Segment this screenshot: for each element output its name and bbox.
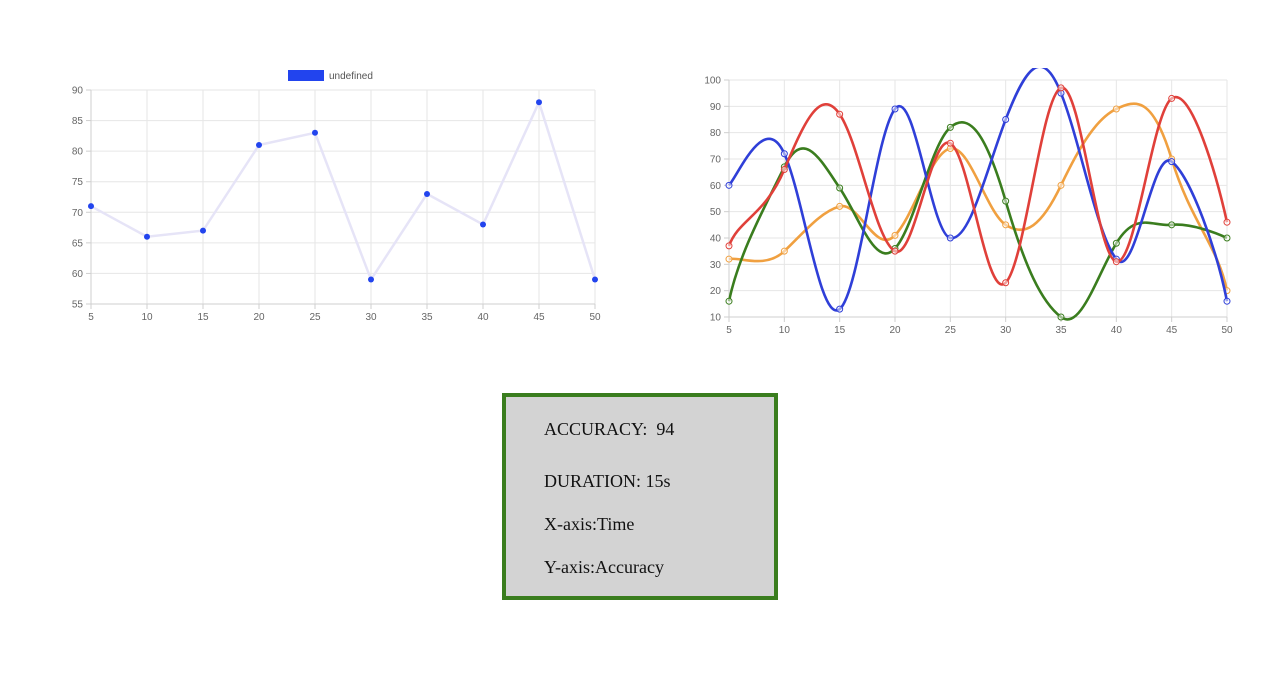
series-line-0 bbox=[728, 102, 1229, 291]
data-point bbox=[891, 247, 899, 255]
data-point bbox=[725, 181, 733, 189]
accuracy-line-chart: 55 60 65 70 75 80 85 90 5 10 15 20 25 30 35 40 45 50 undef… bbox=[72, 70, 601, 324]
data-point bbox=[1112, 239, 1120, 247]
x-tick-label: 25 bbox=[309, 312, 321, 323]
y-tick-label: 60 bbox=[72, 269, 84, 280]
data-point bbox=[424, 190, 430, 197]
series-line-3 bbox=[727, 86, 1229, 286]
x-tick-label: 35 bbox=[421, 312, 433, 323]
data-point bbox=[1168, 94, 1176, 102]
data-point bbox=[480, 221, 486, 228]
x-tick-label: 50 bbox=[589, 312, 601, 323]
data-point bbox=[725, 255, 733, 263]
data-point bbox=[1112, 258, 1120, 266]
data-point bbox=[946, 139, 954, 147]
data-point bbox=[1002, 279, 1010, 287]
x-tick-label: 20 bbox=[889, 325, 901, 336]
data-point bbox=[891, 105, 899, 113]
y-tick-label: 40 bbox=[710, 234, 722, 245]
duration-label: DURATION: 15s bbox=[544, 471, 671, 491]
data-point bbox=[836, 202, 844, 210]
data-point bbox=[725, 242, 733, 250]
series-line-2 bbox=[727, 68, 1229, 312]
x-tick-label: 45 bbox=[1166, 325, 1178, 336]
data-point bbox=[1223, 297, 1231, 305]
data-point bbox=[1168, 221, 1176, 229]
y-tick-label: 60 bbox=[710, 181, 722, 192]
y-tick-label: 50 bbox=[710, 207, 722, 218]
data-point bbox=[836, 184, 844, 192]
data-point bbox=[1002, 221, 1010, 229]
y-tick-label: 70 bbox=[72, 208, 84, 219]
y-tick-label: 10 bbox=[710, 313, 722, 324]
y-tick-label: 100 bbox=[704, 76, 721, 87]
x-tick-label: 15 bbox=[834, 325, 846, 336]
legend: undefined bbox=[288, 70, 373, 82]
data-point bbox=[312, 129, 318, 136]
data-point bbox=[836, 305, 844, 313]
y-tick-label: 80 bbox=[710, 128, 722, 139]
data-point bbox=[200, 227, 206, 234]
x-tick-label: 5 bbox=[726, 325, 732, 336]
y-tick-label: 55 bbox=[72, 300, 84, 311]
data-point bbox=[592, 276, 598, 283]
y-tick-label: 85 bbox=[72, 116, 84, 127]
data-point bbox=[1223, 218, 1231, 226]
x-tick-label: 15 bbox=[197, 312, 209, 323]
x-tick-label: 35 bbox=[1055, 325, 1067, 336]
data-point bbox=[1112, 105, 1120, 113]
y-axis-label: Y-axis:Accuracy bbox=[544, 557, 664, 577]
data-point bbox=[1057, 84, 1065, 92]
y-tick-label: 20 bbox=[710, 286, 722, 297]
data-point bbox=[368, 276, 374, 283]
x-tick-label: 10 bbox=[779, 325, 791, 336]
x-tick-label: 30 bbox=[1000, 325, 1012, 336]
data-point bbox=[836, 110, 844, 118]
accuracy-label: ACCURACY: 94 bbox=[544, 419, 675, 439]
chart-1-plot: 10 20 30 40 50 60 70 80 90 100 5 10 15 20 25 30 35 40 45 50 bbox=[704, 68, 1233, 336]
x-tick-label: 30 bbox=[365, 312, 377, 323]
y-tick-label: 65 bbox=[72, 238, 84, 249]
x-axis-label: X-axis:Time bbox=[544, 514, 635, 534]
series-line-1 bbox=[727, 121, 1228, 321]
data-point bbox=[780, 247, 788, 255]
legend-swatch bbox=[288, 70, 324, 81]
data-point bbox=[536, 99, 542, 106]
y-tick-label: 90 bbox=[72, 86, 84, 97]
data-point bbox=[1002, 197, 1010, 205]
x-tick-label: 5 bbox=[88, 312, 94, 323]
data-point bbox=[725, 297, 733, 305]
data-point bbox=[946, 234, 954, 242]
data-point bbox=[1057, 181, 1065, 189]
x-tick-label: 40 bbox=[477, 312, 489, 323]
data-point bbox=[891, 231, 899, 239]
x-tick-label: 45 bbox=[533, 312, 545, 323]
info-box: ACCURACY: 94 DURATION: 15s X-axis:Time Y… bbox=[502, 393, 778, 600]
data-point bbox=[1168, 158, 1176, 166]
x-tick-label: 20 bbox=[253, 312, 265, 323]
x-tick-label: 10 bbox=[141, 312, 153, 323]
legend-label: undefined bbox=[329, 71, 373, 82]
series-line bbox=[90, 98, 597, 283]
data-point bbox=[1223, 234, 1231, 242]
data-point bbox=[1002, 116, 1010, 123]
chart-0-plot: 55 60 65 70 75 80 85 90 5 10 15 20 25 30 35 40 45 50 bbox=[72, 86, 601, 324]
data-point bbox=[88, 203, 94, 210]
x-tick-label: 40 bbox=[1111, 325, 1123, 336]
y-tick-label: 75 bbox=[72, 177, 84, 188]
y-tick-label: 90 bbox=[710, 102, 722, 113]
x-tick-label: 50 bbox=[1221, 325, 1233, 336]
data-point bbox=[780, 166, 788, 174]
y-tick-label: 80 bbox=[72, 147, 84, 158]
data-point bbox=[144, 233, 150, 240]
x-tick-label: 25 bbox=[945, 325, 957, 336]
data-point bbox=[256, 142, 262, 149]
data-point bbox=[1057, 313, 1065, 321]
multi-series-line-chart: 10 20 30 40 50 60 70 80 90 100 5 10 15 20 25 30 35 40 45 50 bbox=[704, 68, 1233, 336]
y-tick-label: 70 bbox=[710, 155, 722, 166]
data-point bbox=[946, 123, 954, 131]
y-tick-label: 30 bbox=[710, 260, 722, 271]
data-point bbox=[780, 150, 788, 158]
